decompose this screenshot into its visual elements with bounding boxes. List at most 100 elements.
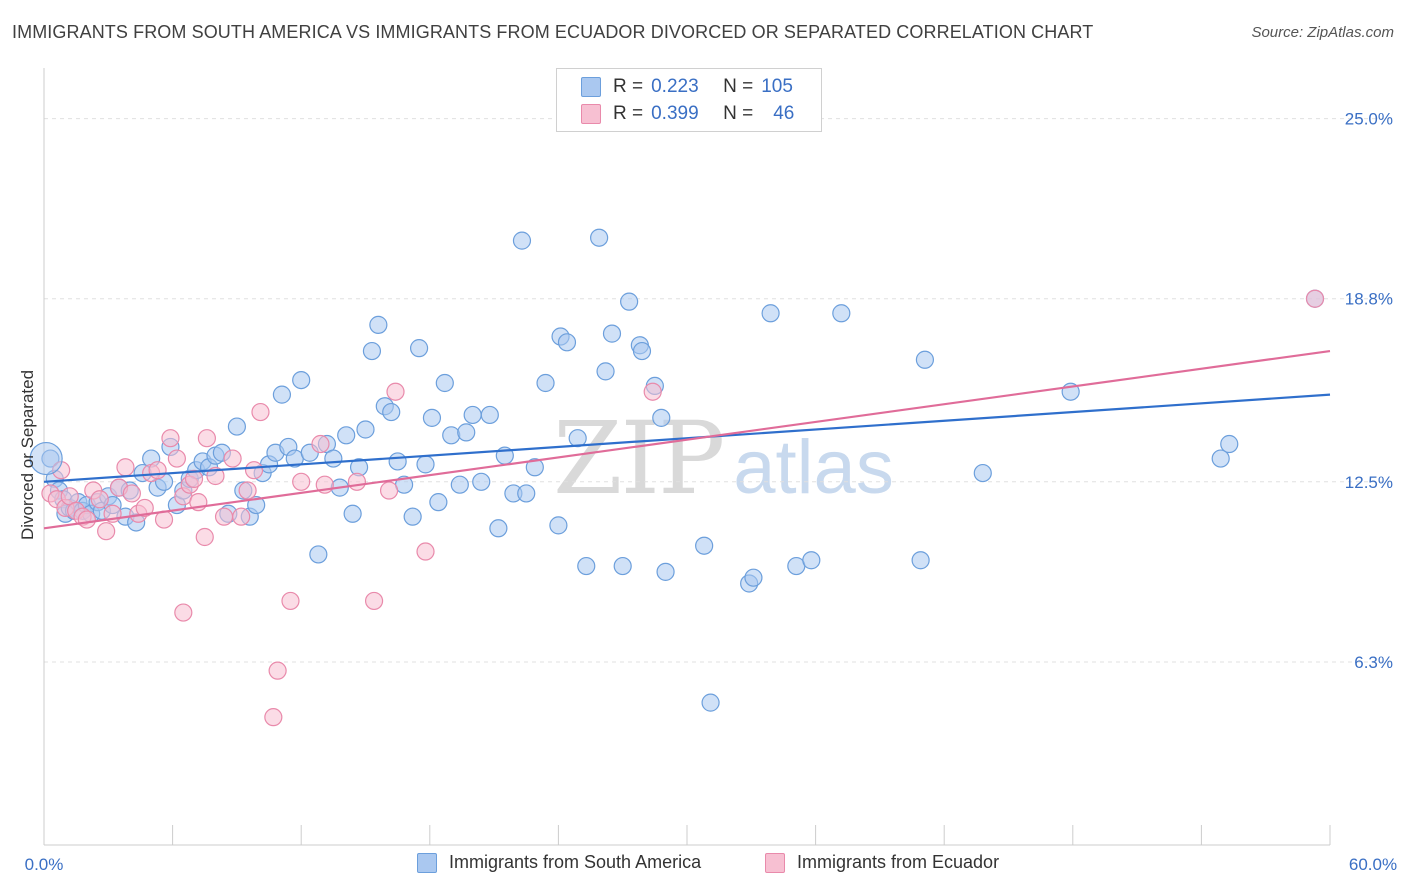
point-south-america	[409, 339, 429, 358]
point-south-america	[590, 228, 609, 247]
trend-line-ecuador	[43, 349, 1331, 530]
legend-n-label: N =	[723, 76, 754, 97]
point-south-america	[620, 292, 639, 311]
point-south-america	[577, 556, 596, 576]
point-ecuador	[364, 591, 384, 611]
y-axis-title: Divorced or Separated	[18, 369, 37, 541]
bottom-legend-label: Immigrants from Ecuador	[797, 852, 1000, 872]
point-south-america	[525, 458, 544, 477]
point-south-america	[403, 507, 422, 526]
point-ecuador	[184, 469, 204, 488]
point-ecuador	[1305, 289, 1325, 308]
point-south-america	[356, 420, 375, 439]
point-south-america	[512, 231, 532, 250]
point-south-america	[973, 463, 992, 483]
point-south-america	[1211, 449, 1230, 468]
point-south-america-large	[29, 441, 63, 476]
point-south-america	[701, 693, 720, 712]
watermark-atlas: atlas	[733, 425, 894, 510]
legend-row-ecuador: R = 0.399 N = 46	[581, 101, 794, 127]
point-ecuador	[161, 429, 180, 448]
point-ecuador	[90, 490, 109, 509]
bottom-legend-swatch-blue	[417, 852, 437, 873]
point-south-america	[557, 333, 577, 352]
point-south-america	[435, 373, 454, 393]
point-ecuador	[264, 708, 283, 727]
source-credit: Source: ZipAtlas.com	[1251, 24, 1394, 41]
point-south-america	[429, 493, 448, 512]
x-tick-label: 60.0%	[1349, 855, 1397, 874]
bottom-legend-south-america: Immigrants from South America	[417, 852, 701, 873]
point-south-america	[915, 350, 935, 369]
point-ecuador	[251, 402, 270, 422]
point-ecuador	[77, 510, 96, 529]
point-south-america	[549, 516, 568, 535]
point-ecuador	[167, 449, 186, 468]
point-south-america	[744, 568, 763, 587]
legend-r-value: 0.399	[651, 103, 699, 124]
point-ecuador	[311, 434, 330, 454]
point-south-america	[832, 304, 851, 323]
point-ecuador	[195, 527, 214, 547]
legend-n-value: 105	[761, 76, 793, 97]
point-south-america	[596, 362, 615, 381]
legend-r-label: R =	[613, 76, 644, 97]
point-south-america	[324, 449, 343, 468]
point-ecuador	[214, 507, 234, 526]
legend-row-south-america: R = 0.223 N = 105	[581, 74, 793, 100]
point-south-america	[480, 405, 499, 425]
point-ecuador	[116, 458, 135, 477]
point-ecuador	[416, 542, 435, 561]
point-ecuador	[174, 603, 193, 622]
point-south-america	[369, 315, 388, 334]
point-south-america	[362, 341, 382, 361]
point-south-america	[656, 562, 675, 581]
bottom-legend-swatch-pink	[765, 852, 785, 873]
chart-title: IMMIGRANTS FROM SOUTH AMERICA VS IMMIGRA…	[12, 22, 1094, 42]
legend-r-label: R =	[613, 103, 644, 124]
point-south-america	[442, 426, 461, 445]
point-ecuador	[281, 591, 300, 611]
correlation-legend: R = 0.223 N = 105 R = 0.399 N = 46	[556, 68, 822, 132]
legend-swatch-blue	[581, 77, 601, 97]
point-south-america	[602, 324, 622, 343]
legend-swatch-pink	[581, 104, 601, 124]
y-tick-label: 25.0%	[1345, 110, 1393, 129]
point-south-america	[457, 423, 476, 442]
point-south-america	[388, 452, 407, 471]
point-ecuador	[232, 507, 251, 526]
point-south-america	[652, 408, 671, 427]
point-south-america	[450, 475, 469, 494]
point-south-america	[463, 405, 482, 425]
point-ecuador	[223, 449, 242, 468]
y-tick-label: 18.8%	[1345, 290, 1393, 309]
point-south-america	[1220, 434, 1239, 454]
y-tick-label: 6.3%	[1354, 653, 1393, 672]
point-ecuador	[244, 461, 264, 480]
point-south-america	[761, 304, 780, 323]
point-south-america	[247, 495, 266, 515]
point-south-america	[422, 408, 442, 427]
point-south-america	[632, 341, 652, 361]
point-ecuador	[148, 461, 167, 480]
bottom-legend-ecuador: Immigrants from Ecuador	[765, 852, 999, 873]
point-south-america	[613, 556, 632, 576]
point-south-america	[489, 519, 508, 538]
point-south-america	[536, 373, 555, 393]
point-ecuador	[643, 382, 662, 401]
point-ecuador	[292, 472, 311, 491]
point-south-america	[802, 551, 821, 570]
x-tick-label: 0.0%	[25, 855, 64, 874]
point-south-america	[695, 536, 714, 555]
point-south-america	[227, 417, 246, 436]
point-south-america	[343, 504, 362, 523]
point-ecuador	[238, 481, 257, 500]
point-south-america	[309, 545, 328, 564]
legend-n-label: N =	[723, 103, 754, 124]
legend-r-value: 0.223	[651, 76, 699, 97]
point-south-america	[416, 455, 435, 474]
point-south-america	[472, 472, 491, 491]
point-south-america	[272, 385, 292, 404]
point-ecuador	[122, 484, 141, 503]
